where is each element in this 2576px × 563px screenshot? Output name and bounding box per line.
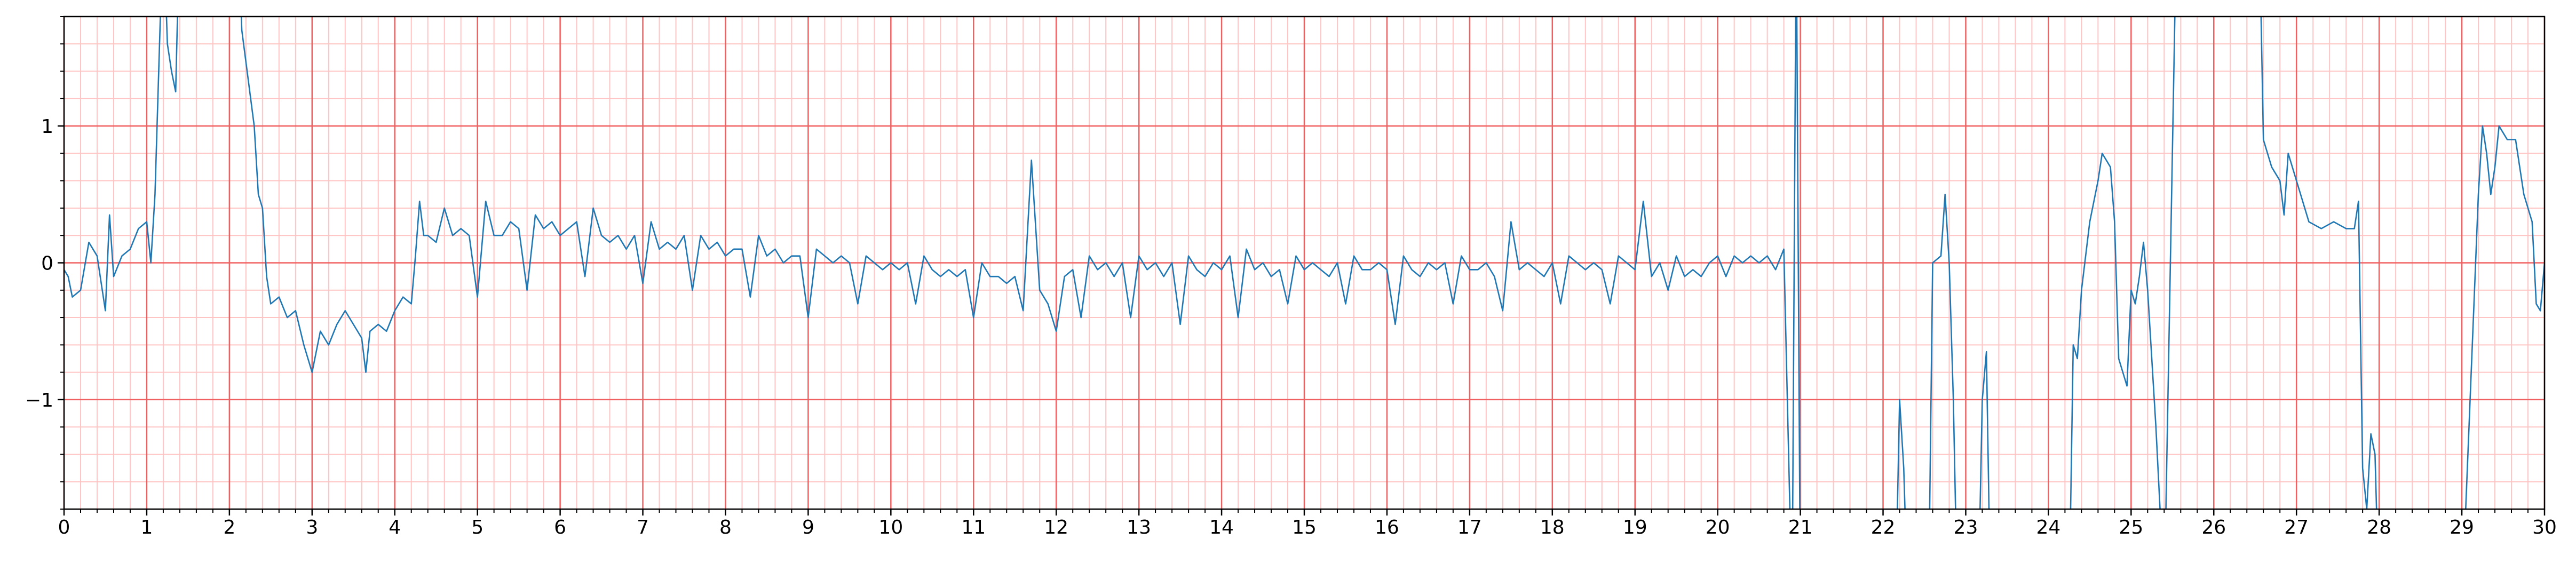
- x-tick-label: 22: [1871, 517, 1896, 538]
- x-tick-label: 18: [1540, 517, 1565, 538]
- x-tick-label: 27: [2284, 517, 2309, 538]
- x-tick-label: 11: [961, 517, 986, 538]
- x-tick-label: 4: [389, 517, 401, 538]
- major-grid: [63, 17, 2546, 509]
- signal-line: [64, 17, 2545, 509]
- x-tick-label: 24: [2036, 517, 2060, 538]
- x-tick-label: 17: [1457, 517, 1482, 538]
- x-tick-label: 3: [306, 517, 318, 538]
- axes: 0 1 2 3 4 5 6 7 8 9 10 11 12 13 14 15 16 17 18 19 20 21 22 23 24…: [25, 15, 2557, 538]
- axes-frame: [63, 15, 2546, 510]
- x-tick-label: 29: [2450, 517, 2474, 538]
- y-tick-label: −1: [25, 390, 53, 411]
- y-tick-label: 1: [41, 116, 53, 138]
- x-tick-label: 14: [1209, 517, 1234, 538]
- plot-area: [64, 17, 2545, 509]
- x-tick-label: 10: [878, 517, 903, 538]
- x-tick-label: 21: [1788, 517, 1813, 538]
- x-tick-label: 23: [1954, 517, 1978, 538]
- x-tick-label: 19: [1623, 517, 1647, 538]
- x-tick-label: 28: [2367, 517, 2391, 538]
- x-tick-label: 25: [2119, 517, 2143, 538]
- x-tick-label: 7: [637, 517, 649, 538]
- x-tick-label: 5: [471, 517, 484, 538]
- x-tick-label: 1: [140, 517, 153, 538]
- x-tick-label: 8: [719, 517, 732, 538]
- x-tick-label: 0: [58, 517, 70, 538]
- x-tick-label: 15: [1292, 517, 1317, 538]
- x-tick-label: 2: [223, 517, 235, 538]
- x-tick-label: 6: [554, 517, 566, 538]
- x-tick-label: 16: [1375, 517, 1399, 538]
- x-tick-label: 13: [1127, 517, 1151, 538]
- x-tick-label: 30: [2532, 517, 2557, 538]
- y-tick-label: 0: [41, 253, 53, 275]
- x-tick-label: 9: [802, 517, 814, 538]
- x-tick-label: 20: [1706, 517, 1730, 538]
- x-tick-label: 12: [1044, 517, 1068, 538]
- x-tick-label: 26: [2201, 517, 2226, 538]
